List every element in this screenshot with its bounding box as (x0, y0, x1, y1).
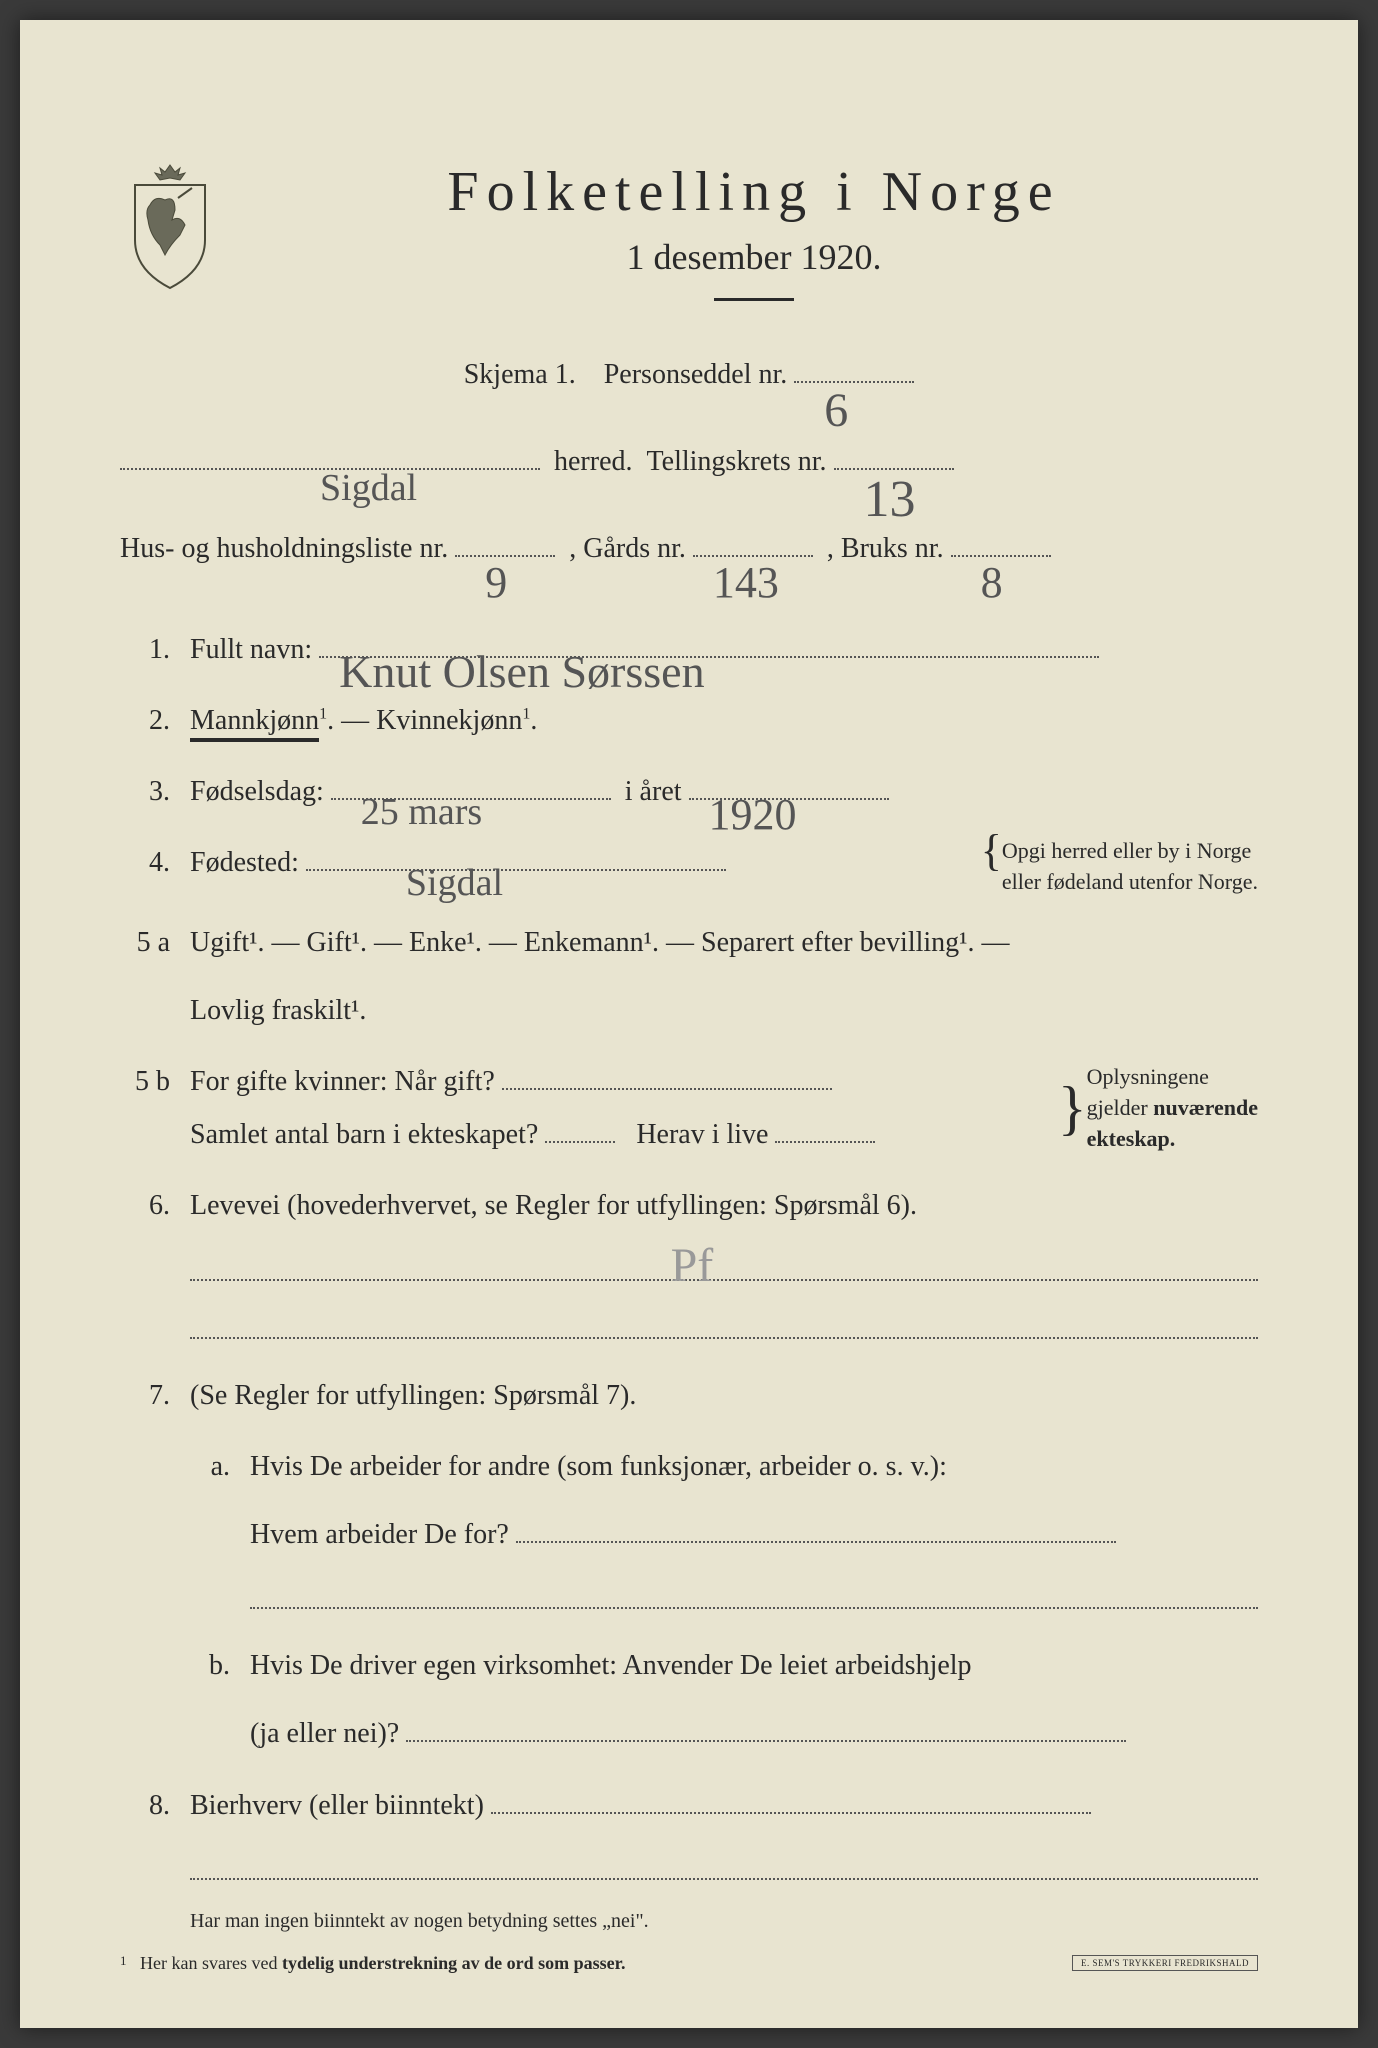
tellingskrets-field: 13 (834, 468, 954, 470)
q6-line2 (190, 1311, 1258, 1339)
q8-row: 8. Bierhverv (eller biinntekt) (120, 1779, 1258, 1832)
title-block: Folketelling i Norge 1 desember 1920. (250, 160, 1258, 331)
q5b-label3: Herav i live (636, 1119, 768, 1150)
skjema-label: Skjema 1. (464, 359, 576, 390)
bruks-value: 8 (981, 530, 1003, 636)
q1-value: Knut Olsen Sørssen (339, 628, 704, 715)
husliste-value: 9 (485, 530, 507, 636)
q4-value: Sigdal (406, 847, 503, 919)
q5b-row: 5 b For gifte kvinner: Når gift? Samlet … (120, 1055, 1258, 1161)
q7a-num: a. (190, 1451, 230, 1483)
husliste-row: Hus- og husholdningsliste nr. 9 , Gårds … (120, 515, 1258, 582)
husliste-label: Hus- og husholdningsliste nr. (120, 533, 448, 564)
q7b-text1: Hvis De driver egen virksomhet: Anvender… (250, 1639, 1258, 1692)
q5b-gift-field (502, 1088, 832, 1090)
gards-value: 143 (713, 530, 779, 636)
q4-label: Fødested: (190, 847, 299, 878)
personseddel-label: Personseddel nr. (604, 359, 788, 390)
footnote1: Har man ingen biinntekt av nogen betydni… (190, 1910, 1258, 1933)
personseddel-field: 6 (794, 381, 914, 383)
q3-num: 3. (120, 776, 170, 808)
q5b-note: Oplysningene gjelder nuværende ekteskap. (1087, 1062, 1258, 1154)
q5a-options2: Lovlig fraskilt¹. (190, 984, 1258, 1037)
q7a-line (250, 1581, 1258, 1609)
q8-label: Bierhverv (eller biinntekt) (190, 1790, 484, 1821)
q5b-note1: Oplysningene (1087, 1064, 1209, 1089)
tellingskrets-label: Tellingskrets nr. (647, 446, 827, 477)
q2-mann: Mannkjønn (190, 705, 319, 742)
q4-note1: Opgi herred eller by i Norge (1002, 838, 1251, 863)
q3-year: 1920 (709, 773, 797, 857)
q6-label: Levevei (hovederhvervet, se Regler for u… (190, 1190, 917, 1221)
gards-label: Gårds nr. (583, 533, 686, 564)
q1-label: Fullt navn: (190, 634, 312, 665)
q1-row: 1. Fullt navn: Knut Olsen Sørssen (120, 623, 1258, 676)
footnote2-text: Her kan svares ved tydelig understreknin… (140, 1953, 626, 1973)
q3-day: 25 mars (361, 776, 482, 848)
q7a-text2: Hvem arbeider De for? (250, 1519, 509, 1550)
q7a-text1: Hvis De arbeider for andre (som funksjon… (250, 1440, 1258, 1493)
bracket-icon: } (1058, 1078, 1087, 1138)
q3-year-field: 1920 (689, 798, 889, 800)
q7b-text2: (ja eller nei)? (250, 1718, 399, 1749)
q7-num: 7. (120, 1380, 170, 1412)
census-form-page: Folketelling i Norge 1 desember 1920. Sk… (20, 20, 1358, 2028)
skjema-row: Skjema 1. Personseddel nr. 6 (120, 341, 1258, 408)
q6-mark: Pf (671, 1238, 714, 1293)
herred-field: Sigdal (120, 468, 540, 470)
q5a-num: 5 a (120, 927, 170, 959)
main-title: Folketelling i Norge (250, 160, 1258, 224)
q5b-label1: For gifte kvinner: Når gift? (190, 1066, 495, 1097)
q4-note2: eller fødeland utenfor Norge. (1002, 869, 1258, 894)
herred-label: herred. (554, 446, 633, 477)
q7-label: (Se Regler for utfyllingen: Spørsmål 7). (190, 1380, 636, 1411)
coat-of-arms-icon (120, 160, 220, 290)
q1-num: 1. (120, 634, 170, 666)
q6-row: 6. Levevei (hovederhvervet, se Regler fo… (120, 1179, 1258, 1232)
q1-field: Knut Olsen Sørssen (319, 656, 1099, 658)
q8-num: 8. (120, 1790, 170, 1822)
q4-note: Opgi herred eller by i Norge eller fødel… (1002, 836, 1258, 898)
bruks-field: 8 (951, 555, 1051, 557)
q7b-num: b. (190, 1650, 230, 1682)
husliste-field: 9 (455, 555, 555, 557)
q7a-field (516, 1541, 1116, 1543)
q7a-row: a. Hvis De arbeider for andre (som funks… (190, 1440, 1258, 1561)
q6-line1: Pf (190, 1253, 1258, 1281)
q6-num: 6. (120, 1190, 170, 1222)
q2-num: 2. (120, 705, 170, 737)
q4-num: 4. (120, 847, 170, 879)
q3-day-field: 25 mars (331, 798, 611, 800)
q5b-note3: ekteskap. (1087, 1126, 1176, 1151)
q5b-note2: gjelder nuværende (1087, 1095, 1258, 1120)
q7b-field (406, 1740, 1126, 1742)
q7-row: 7. (Se Regler for utfyllingen: Spørsmål … (120, 1369, 1258, 1422)
q5b-num: 5 b (120, 1066, 170, 1098)
title-divider (714, 298, 794, 301)
q8-field (491, 1812, 1091, 1814)
q4-row: 4. Fødested: Sigdal { Opgi herred eller … (120, 836, 1258, 898)
subtitle: 1 desember 1920. (250, 236, 1258, 278)
q3-row: 3. Fødselsdag: 25 mars i året 1920 (120, 765, 1258, 818)
q5b-label2: Samlet antal barn i ekteskapet? (190, 1119, 538, 1150)
q5a-options: Ugift¹. — Gift¹. — Enke¹. — Enkemann¹. —… (190, 916, 1258, 969)
footnote-bottom-row: 1 Her kan svares ved tydelig understrekn… (120, 1953, 1258, 1974)
q8-line (190, 1852, 1258, 1880)
q3-year-label: i året (625, 776, 682, 807)
header-row: Folketelling i Norge 1 desember 1920. (120, 160, 1258, 331)
q2-sup1: 1 (319, 705, 327, 722)
q4-field: Sigdal (306, 869, 726, 871)
q5a-row: 5 a Ugift¹. — Gift¹. — Enke¹. — Enkemann… (120, 916, 1258, 1037)
herred-row: Sigdal herred. Tellingskrets nr. 13 (120, 428, 1258, 495)
footnote2-num: 1 (120, 1953, 127, 1968)
gards-field: 143 (693, 555, 813, 557)
q7b-row: b. Hvis De driver egen virksomhet: Anven… (190, 1639, 1258, 1760)
q3-label: Fødselsdag: (190, 776, 324, 807)
q5b-barn-field (545, 1141, 615, 1143)
bruks-label: Bruks nr. (841, 533, 944, 564)
q5b-live-field (775, 1141, 875, 1143)
printer-mark: E. SEM'S TRYKKERI FREDRIKSHALD (1072, 1955, 1258, 1971)
